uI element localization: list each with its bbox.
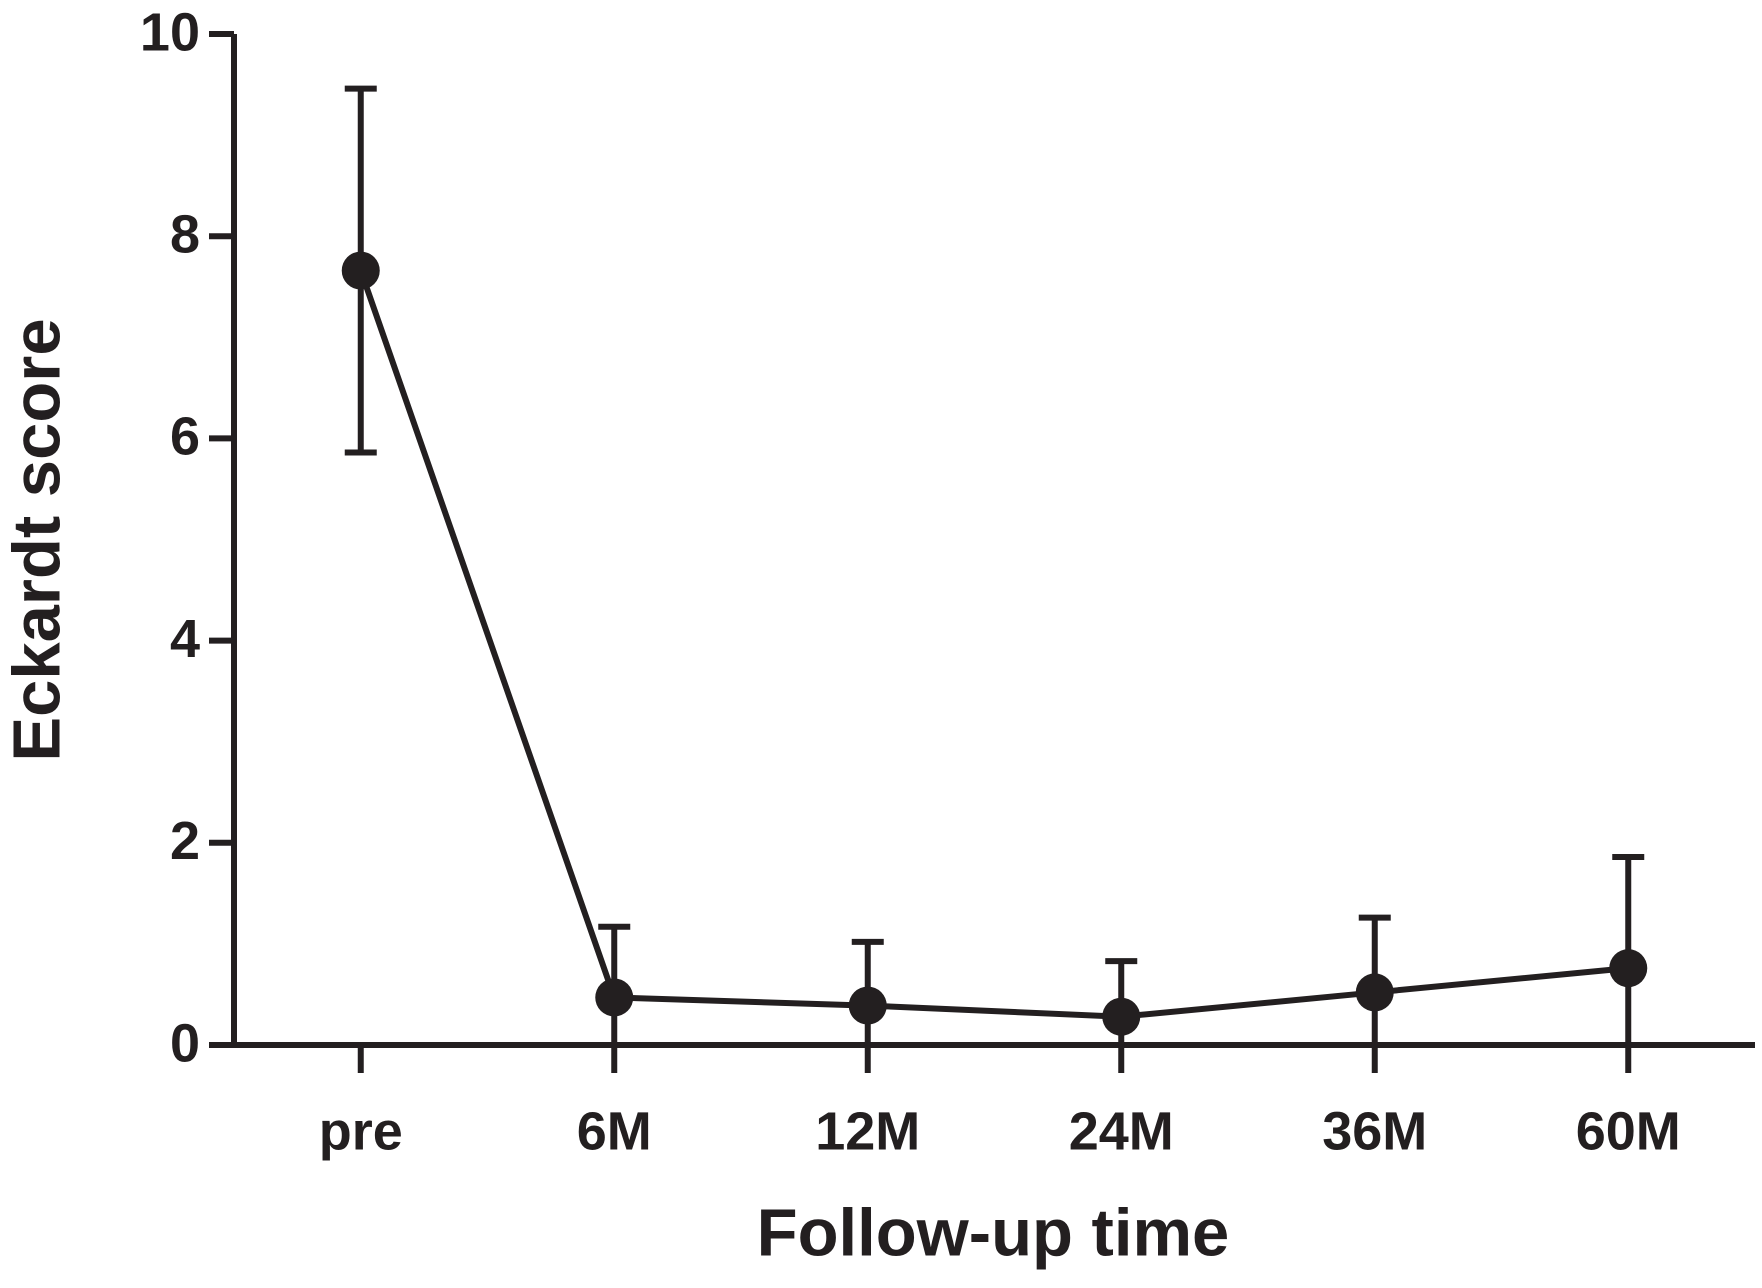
y-axis-title: Eckardt score: [0, 318, 75, 761]
y-tick-label: 0: [170, 1013, 200, 1073]
x-tick-label: 60M: [1576, 1101, 1681, 1161]
y-tick-label: 2: [170, 811, 200, 871]
y-tick-label: 4: [170, 609, 200, 669]
x-tick-label: pre: [319, 1101, 403, 1161]
x-tick-label: 24M: [1069, 1101, 1174, 1161]
marker: [848, 986, 887, 1025]
marker: [341, 251, 380, 290]
x-tick-label: 12M: [815, 1101, 920, 1161]
x-tick-label: 36M: [1322, 1101, 1427, 1161]
y-tick-label: 10: [140, 2, 200, 62]
x-tick-label: 6M: [577, 1101, 652, 1161]
y-tick-label: 6: [170, 407, 200, 467]
x-axis-title: Follow-up time: [757, 1196, 1230, 1271]
marker: [1102, 997, 1141, 1036]
marker: [1355, 973, 1394, 1012]
line: [357, 269, 1629, 1020]
y-tick-label: 8: [170, 204, 200, 264]
marker: [1609, 949, 1648, 988]
marker: [595, 978, 634, 1017]
